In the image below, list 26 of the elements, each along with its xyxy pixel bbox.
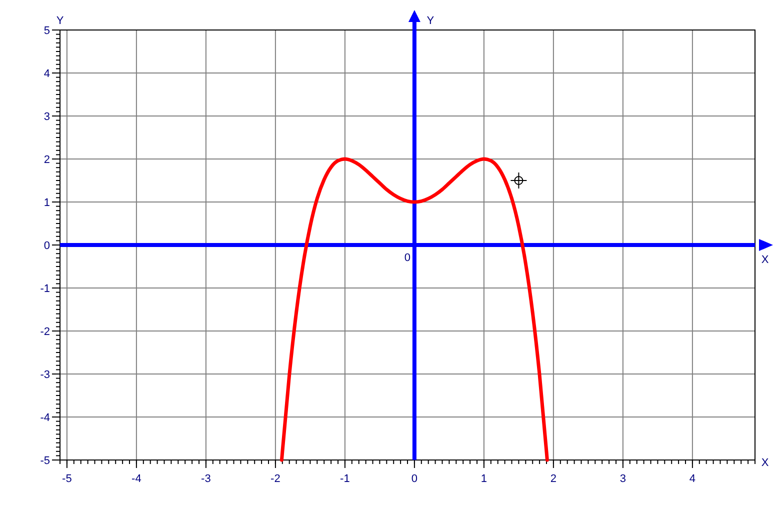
x-tick-label: -4 [132,473,142,485]
y-tick-label: 5 [44,25,50,37]
annotation: 0 [404,252,410,264]
x-tick-label: 2 [550,473,557,485]
x-tick-label: 4 [689,473,696,485]
y-tick-label: -1 [40,283,50,295]
x-tick-label: 3 [620,473,626,485]
y-tick-label: 0 [44,240,50,252]
x-tick-label: 0 [411,473,418,485]
text: Y [426,15,434,27]
y-tick-label: -3 [40,369,50,381]
y-tick-label: 4 [44,68,50,80]
x-tick-label: -3 [201,473,211,485]
x-tick-label: -2 [270,473,280,485]
x-tick-label: -1 [340,473,350,485]
y-tick-label: -2 [40,326,50,338]
y-tick-label: 1 [44,197,50,209]
y-tick-label: -5 [40,455,50,467]
y-axis-title: Y [56,15,64,27]
x-axis-title: X [761,254,770,266]
x-tick-label: 1 [480,473,488,485]
y-tick-label: 2 [44,154,50,166]
x-tick-label: -5 [62,473,72,485]
y-tick-label: 3 [44,111,50,123]
y-tick-label: -4 [40,412,50,424]
text: X [761,457,769,469]
